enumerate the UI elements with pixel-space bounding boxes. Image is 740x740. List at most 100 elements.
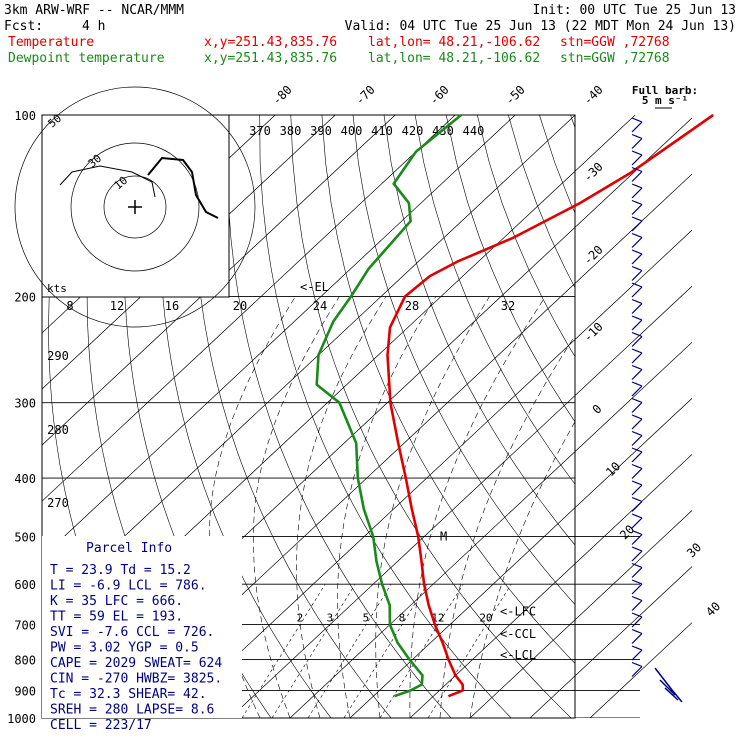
pressure-tick-label: 600 <box>14 578 36 592</box>
hodograph-ring <box>103 175 167 239</box>
mixing-ratio-label: 3 <box>327 612 334 625</box>
theta-label: 370 <box>249 124 271 138</box>
wind-barb <box>631 369 643 380</box>
isotherm-label: 30 <box>684 540 704 560</box>
wind-barb-flag <box>631 298 643 305</box>
wind-barb-flag <box>631 546 643 552</box>
wind-barb-flag <box>631 579 643 585</box>
speed-label: 24 <box>313 299 327 313</box>
dry-adiabat <box>508 115 575 289</box>
wind-barb-flag <box>631 529 643 536</box>
parcel-info-row: PW = 3.02 YGP = 0.5 <box>50 641 199 656</box>
wind-barb-flag <box>631 183 643 189</box>
wind-barb-flag <box>631 463 643 470</box>
mixing-ratio-label: 8 <box>399 612 406 625</box>
theta-label: 410 <box>371 124 393 138</box>
parcel-info-row: CELL = 223/17 <box>50 718 152 733</box>
isotherm-label: -60 <box>427 83 452 108</box>
dry-adiabat <box>414 115 575 485</box>
mixing-ratio-line <box>271 584 356 718</box>
parcel-info-title: Parcel Info <box>86 541 172 556</box>
isotherm-label: -20 <box>581 243 606 268</box>
theta-label: 280 <box>47 423 69 437</box>
wind-barb <box>631 138 643 149</box>
moist-adiabat <box>469 421 575 718</box>
pressure-tick-label: 300 <box>14 397 36 411</box>
wind-barb-flag <box>631 348 643 354</box>
wind-barb-flag <box>631 645 643 651</box>
dry-adiabat <box>477 115 575 358</box>
wind-barb <box>631 204 643 215</box>
wind-barb-flag <box>631 232 643 239</box>
parcel-info-row: SREH = 280 LAPSE= 8.6 <box>50 703 214 718</box>
wind-barb <box>631 402 643 413</box>
isotherm-label: -10 <box>581 320 606 345</box>
wind-barb-flag <box>631 331 643 338</box>
series-label-dewpoint: Dewpoint temperature x,y=251.43,835.76 l… <box>8 51 670 66</box>
mixing-ratio-line <box>307 584 392 718</box>
mixing-ratio-line <box>343 584 428 718</box>
moist-adiabat <box>253 296 340 718</box>
wind-barb <box>631 550 643 562</box>
wind-barb-flag <box>631 628 643 635</box>
theta-label: 380 <box>280 124 302 138</box>
wind-barb-flag <box>631 249 643 255</box>
parcel-info-row: CAPE = 2029 SWEAT= 624 <box>50 656 222 671</box>
pressure-tick-label: 100 <box>14 109 36 123</box>
speed-label: 12 <box>110 299 124 313</box>
wind-barb-flag <box>631 315 643 321</box>
temperature-line <box>386 113 714 698</box>
wind-barb-flag <box>631 496 643 503</box>
wind-barb <box>631 583 643 595</box>
isotherm-line <box>469 510 692 718</box>
dry-adiabat <box>445 115 575 423</box>
wind-barb-cluster <box>654 667 683 703</box>
dry-adiabat <box>290 115 572 718</box>
wind-barb-flag <box>631 562 643 569</box>
wind-barb <box>631 468 643 479</box>
wind-barb-flag <box>631 166 643 173</box>
isotherm-label: -70 <box>353 83 378 108</box>
theta-label: 390 <box>310 124 332 138</box>
isotherm-line <box>42 115 576 614</box>
parcel-info-row: LI = -6.9 LCL = 786. <box>50 579 207 594</box>
series-station: stn=GGW ,72768 <box>560 51 670 66</box>
pressure-tick-label: 900 <box>14 684 36 698</box>
mixing-ratio-lines <box>241 584 512 718</box>
moist-adiabat <box>375 296 490 718</box>
wind-barb-flag <box>631 117 643 123</box>
wind-barb <box>631 501 643 512</box>
series-name: Temperature <box>8 35 94 50</box>
wind-barb-legend: Full barb: 5 m s⁻¹ <box>632 84 698 109</box>
series-latlon: lat,lon= 48.21,-106.62 <box>368 51 540 66</box>
dry-adiabat <box>193 115 392 718</box>
series-label-temperature: Temperature x,y=251.43,835.76 lat,lon= 4… <box>8 35 670 50</box>
series-name: Dewpoint temperature <box>8 51 165 66</box>
dry-adiabat <box>383 115 575 546</box>
wind-barb-flag <box>631 513 643 519</box>
wind-barb <box>631 303 643 314</box>
isotherm-label: 10 <box>603 459 623 479</box>
wind-barb <box>631 336 643 347</box>
wind-barb-flag <box>631 381 643 387</box>
wind-barb <box>631 666 643 677</box>
isotherm-line <box>42 115 396 446</box>
isotherm-label: -40 <box>581 83 606 108</box>
dry-adiabat <box>321 115 575 664</box>
parcel-info-row: T = 23.9 Td = 15.2 <box>50 563 191 578</box>
hodograph-trace-low <box>59 165 156 198</box>
parcel-info-row: CIN = -270 HWBZ= 3825. <box>50 672 222 687</box>
speed-label: 16 <box>165 299 179 313</box>
wind-barb <box>631 270 643 281</box>
wind-barb-flag <box>631 199 643 206</box>
wind-barb <box>631 600 643 611</box>
isotherm-label: -30 <box>581 160 606 185</box>
parcel-info-row: Tc = 32.3 SHEAR= 42. <box>50 687 207 702</box>
moist-adiabat <box>439 335 575 718</box>
isotherm-line <box>169 229 692 718</box>
isotherm-line <box>42 115 516 558</box>
wind-barb <box>631 418 643 430</box>
speed-label: 32 <box>501 299 515 313</box>
